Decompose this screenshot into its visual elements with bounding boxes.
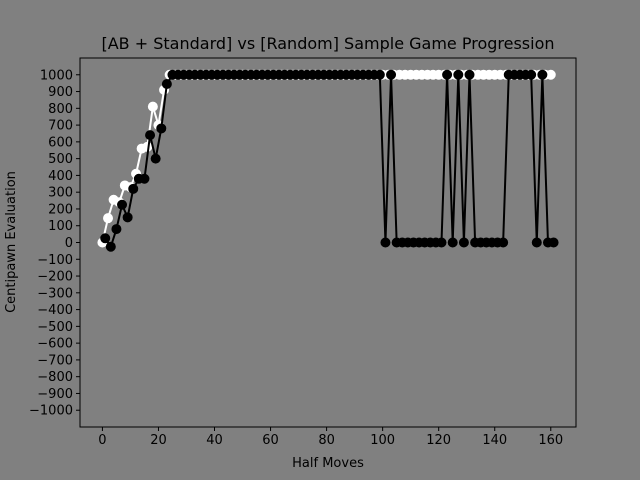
data-point — [139, 173, 150, 184]
y-tick-label: 600 — [48, 135, 73, 150]
data-point — [386, 69, 397, 80]
y-tick-label: 100 — [48, 219, 73, 234]
y-tick-label: −500 — [37, 320, 73, 335]
y-tick-label: −600 — [37, 337, 73, 352]
data-point — [447, 237, 458, 248]
x-tick-label: 80 — [318, 433, 335, 448]
x-tick-label: 100 — [370, 433, 395, 448]
data-point — [111, 224, 122, 235]
x-tick-label: 120 — [426, 433, 451, 448]
y-tick-label: −100 — [37, 253, 73, 268]
y-tick-label: 500 — [48, 152, 73, 167]
y-tick-label: −900 — [37, 387, 73, 402]
data-point — [100, 233, 111, 244]
y-tick-label: 800 — [48, 102, 73, 117]
data-point — [464, 69, 475, 80]
y-tick-label: 300 — [48, 186, 73, 201]
y-tick-label: 0 — [65, 236, 73, 251]
series-layer — [97, 69, 559, 252]
data-point — [103, 213, 114, 224]
x-axis-label: Half Moves — [292, 456, 364, 471]
y-tick-label: 400 — [48, 169, 73, 184]
x-tick-label: 140 — [482, 433, 507, 448]
data-point — [436, 237, 447, 248]
y-tick-label: 200 — [48, 202, 73, 217]
y-tick-label: −400 — [37, 303, 73, 318]
y-axis-label: Centipawn Evaluation — [4, 171, 19, 313]
data-point — [498, 237, 509, 248]
data-point — [374, 69, 385, 80]
x-tick-label: 160 — [538, 433, 563, 448]
data-point — [526, 69, 537, 80]
data-point — [548, 237, 559, 248]
data-point — [150, 153, 161, 164]
y-tick-label: −800 — [37, 370, 73, 385]
y-tick-label: 700 — [48, 119, 73, 134]
x-tick-label: 60 — [262, 433, 279, 448]
data-point — [442, 69, 453, 80]
data-point — [147, 101, 158, 112]
series-1 — [100, 69, 559, 252]
data-point — [105, 241, 116, 252]
data-point — [161, 79, 172, 89]
data-point — [531, 237, 542, 248]
y-tick-label: 900 — [48, 85, 73, 100]
data-point — [122, 212, 133, 223]
x-tick-label: 0 — [98, 433, 106, 448]
data-point — [458, 237, 469, 248]
x-tick-label: 40 — [206, 433, 223, 448]
y-tick-label: −1000 — [29, 404, 73, 419]
data-point — [128, 183, 139, 194]
x-tick-label: 20 — [150, 433, 167, 448]
y-tick-label: 1000 — [40, 68, 73, 83]
y-tick-label: −700 — [37, 353, 73, 368]
x-axis-ticks: 0 20 40 60 80 100 120 140 160 — [98, 427, 563, 448]
y-axis-ticks: 10009008007006005004003002001000−100−200… — [29, 68, 80, 419]
y-tick-label: −300 — [37, 286, 73, 301]
data-point — [156, 123, 167, 134]
data-point — [537, 69, 548, 80]
data-point — [380, 237, 391, 248]
y-tick-label: −200 — [37, 270, 73, 285]
data-point — [145, 130, 156, 141]
data-point — [117, 199, 128, 210]
data-point — [453, 69, 464, 80]
chart-title: [AB + Standard] vs [Random] Sample Game … — [101, 34, 554, 53]
data-point — [545, 69, 556, 80]
